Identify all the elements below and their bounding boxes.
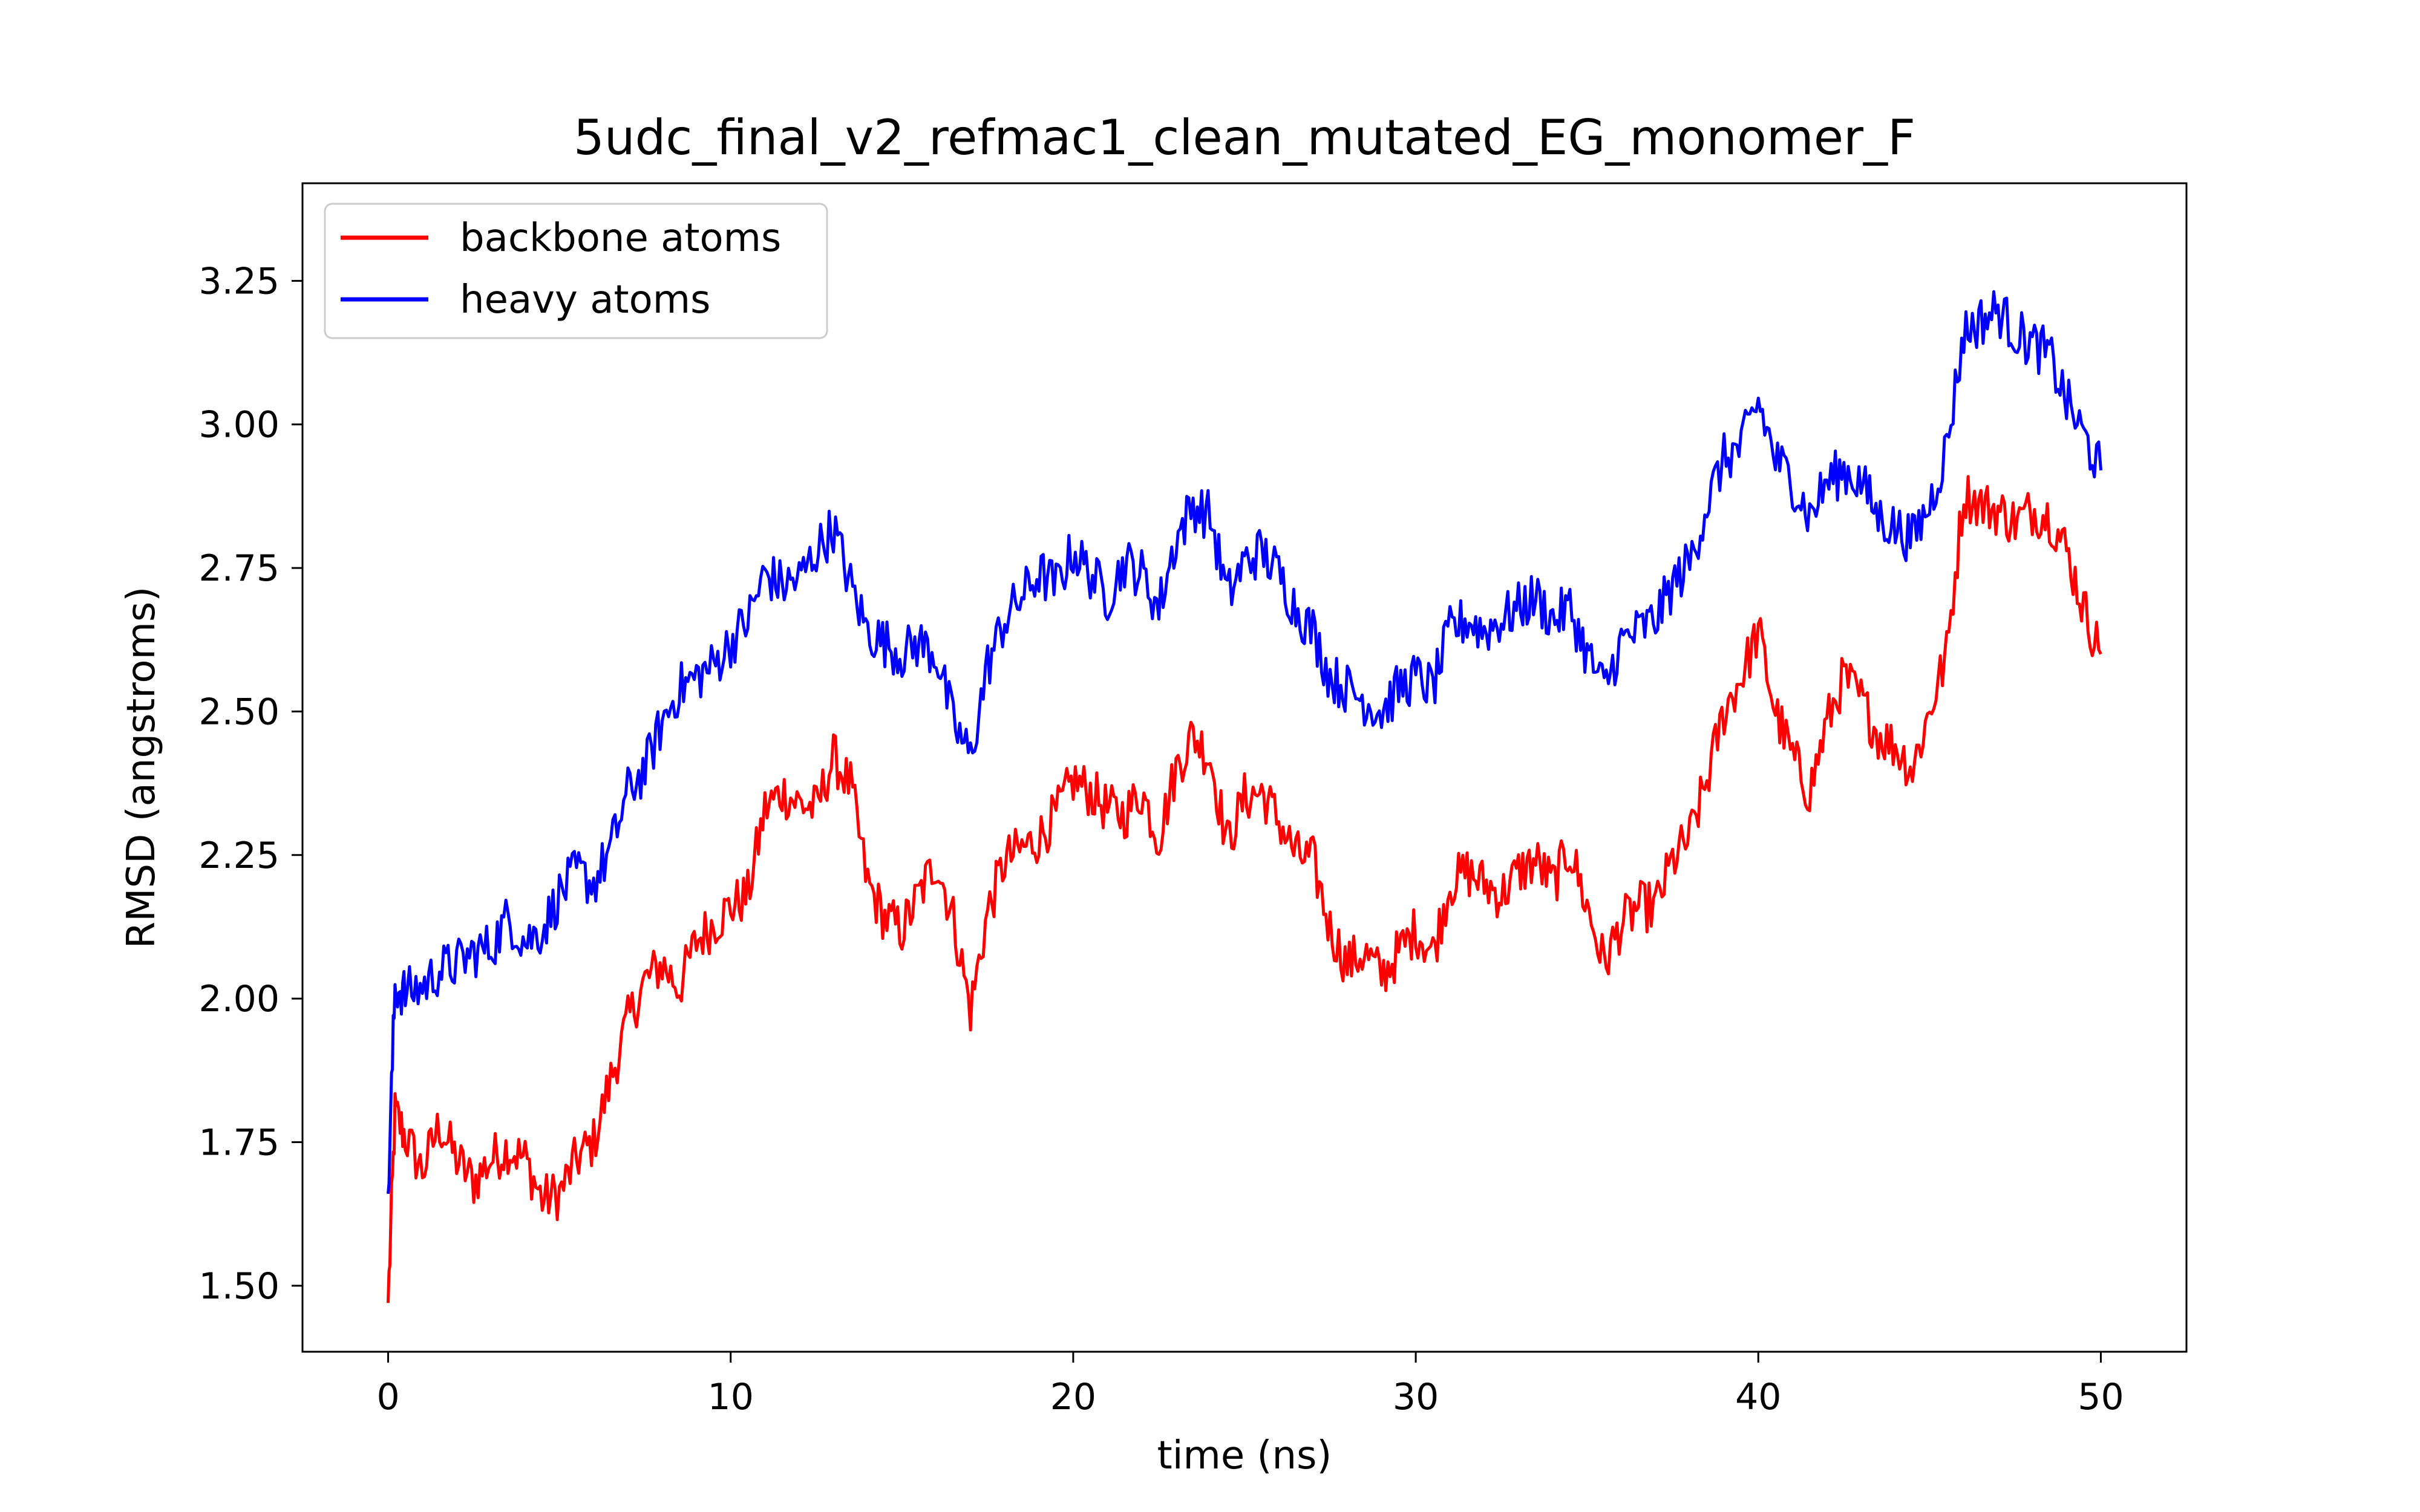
legend: backbone atoms heavy atoms <box>324 203 828 339</box>
y-tick-label: 2.00 <box>198 978 280 1020</box>
legend-label-heavy-atoms: heavy atoms <box>460 278 710 322</box>
series-layer <box>387 290 2102 1303</box>
x-tick-label: 10 <box>708 1376 754 1418</box>
x-tick-label: 50 <box>2078 1376 2124 1418</box>
y-tick-label: 3.00 <box>198 404 280 446</box>
y-tick-label: 2.75 <box>198 547 280 590</box>
y-tick-label: 3.25 <box>198 260 280 302</box>
y-tick-label: 1.50 <box>198 1265 280 1308</box>
series-line-heavy-atoms <box>387 290 2102 1194</box>
y-axis-label: RMSD (angstroms) <box>119 587 164 948</box>
x-axis: 0 10 20 30 40 50 <box>376 1352 2124 1418</box>
x-tick-label: 20 <box>1050 1376 1096 1418</box>
chart-title: 5udc_final_v2_refmac1_clean_mutated_EG_m… <box>574 109 1915 166</box>
y-tick-label: 1.75 <box>198 1121 280 1164</box>
x-axis-label: time (ns) <box>1157 1433 1332 1478</box>
legend-label-backbone-atoms: backbone atoms <box>460 216 781 261</box>
plot-area <box>301 182 2188 1353</box>
x-tick-label: 30 <box>1393 1376 1439 1418</box>
y-axis: 1.50 1.75 2.00 2.25 2.50 2.75 3.00 3.25 <box>198 260 302 1308</box>
y-tick-label: 2.25 <box>198 835 280 877</box>
plot-frame <box>301 182 2188 1353</box>
series-line-backbone-atoms <box>387 475 2102 1303</box>
y-tick-label: 2.50 <box>198 691 280 733</box>
x-tick-label: 0 <box>376 1376 399 1418</box>
legend-box <box>324 203 828 339</box>
x-tick-label: 40 <box>1735 1376 1781 1418</box>
